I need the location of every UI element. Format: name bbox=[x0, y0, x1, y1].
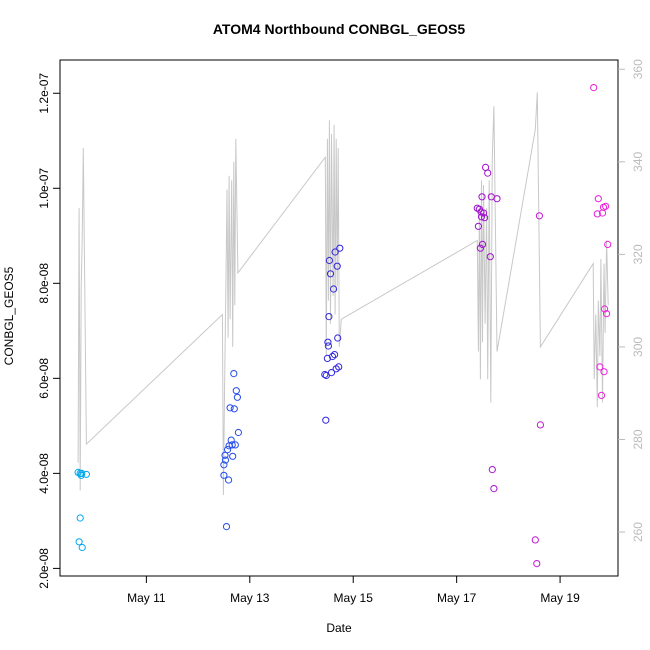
data-point bbox=[233, 393, 241, 401]
x-axis-title: Date bbox=[326, 621, 352, 635]
data-point bbox=[321, 370, 329, 379]
y-tick-label: 8.0e-08 bbox=[37, 263, 51, 304]
data-point bbox=[535, 212, 544, 220]
data-point bbox=[324, 342, 332, 350]
y-tick-label: 1.0e-07 bbox=[37, 168, 51, 209]
data-point bbox=[604, 240, 612, 248]
data-point bbox=[328, 352, 337, 361]
data-point bbox=[230, 405, 238, 413]
data-point bbox=[231, 441, 239, 449]
data-point bbox=[602, 202, 610, 210]
x-tick-label: May 17 bbox=[437, 591, 477, 605]
x-tick-label: May 15 bbox=[334, 591, 374, 605]
y2-tick-label: 320 bbox=[631, 244, 645, 264]
data-point bbox=[324, 338, 332, 346]
data-point bbox=[330, 285, 338, 293]
series-line bbox=[77, 92, 609, 496]
x-tick-label: May 11 bbox=[127, 591, 166, 605]
data-point bbox=[234, 428, 242, 437]
data-point bbox=[220, 461, 228, 469]
data-point bbox=[226, 404, 234, 412]
data-point bbox=[596, 363, 604, 371]
chart-title: ATOM4 Northbound CONBGL_GEOS5 bbox=[213, 21, 465, 37]
data-point bbox=[220, 471, 228, 479]
data-point bbox=[479, 209, 488, 217]
x-tick-label: May 19 bbox=[540, 591, 580, 605]
data-point bbox=[476, 244, 484, 252]
line-series-layer bbox=[77, 92, 609, 496]
data-point bbox=[221, 451, 229, 459]
data-point bbox=[593, 210, 601, 218]
y-tick-label: 1.2e-07 bbox=[37, 73, 51, 114]
y-axis-title: CONBGL_GEOS5 bbox=[2, 266, 16, 365]
data-point bbox=[486, 253, 494, 261]
data-point bbox=[82, 470, 91, 478]
data-point bbox=[334, 334, 342, 342]
y-tick-label: 2.0e-08 bbox=[37, 548, 51, 589]
data-point bbox=[78, 543, 86, 552]
data-point bbox=[488, 466, 496, 474]
data-point bbox=[601, 305, 609, 313]
data-point bbox=[590, 84, 598, 92]
data-point bbox=[477, 213, 486, 221]
y2-tick-label: 360 bbox=[631, 59, 645, 79]
y-axis-right: 260 280 300 320 340 360 bbox=[618, 59, 645, 542]
data-point bbox=[232, 387, 240, 395]
data-point bbox=[325, 256, 333, 265]
data-point bbox=[594, 195, 602, 203]
x-axis: May 11 May 13 May 15 May 17 May 19 bbox=[127, 576, 580, 605]
data-point bbox=[333, 262, 341, 270]
data-point bbox=[600, 368, 608, 376]
data-point bbox=[484, 169, 492, 177]
y2-tick-label: 260 bbox=[631, 522, 645, 542]
data-point bbox=[322, 416, 330, 424]
data-point bbox=[325, 313, 333, 321]
data-point bbox=[533, 560, 541, 568]
data-point bbox=[478, 193, 486, 201]
x-tick-label: May 13 bbox=[230, 591, 270, 605]
data-point bbox=[222, 523, 231, 531]
data-point bbox=[228, 441, 236, 449]
data-point bbox=[536, 421, 545, 429]
data-point bbox=[474, 222, 482, 230]
data-point bbox=[76, 514, 84, 522]
data-point bbox=[78, 469, 86, 477]
data-point bbox=[331, 351, 339, 359]
data-point bbox=[335, 363, 343, 371]
data-point bbox=[224, 446, 232, 454]
y2-tick-label: 340 bbox=[631, 151, 645, 171]
y-tick-label: 4.0e-08 bbox=[37, 453, 51, 494]
data-point bbox=[331, 248, 339, 256]
y2-tick-label: 280 bbox=[631, 429, 645, 449]
data-point bbox=[603, 310, 611, 318]
data-point bbox=[493, 195, 501, 203]
y2-tick-label: 300 bbox=[631, 337, 645, 357]
data-point bbox=[336, 244, 344, 252]
data-point bbox=[490, 485, 498, 493]
data-point bbox=[326, 270, 335, 278]
data-point bbox=[75, 538, 83, 546]
data-point bbox=[478, 240, 487, 248]
data-point bbox=[229, 452, 237, 460]
data-point bbox=[531, 536, 539, 544]
plot-frame bbox=[59, 59, 619, 577]
data-point bbox=[225, 476, 233, 484]
data-point bbox=[227, 436, 235, 444]
data-point bbox=[327, 369, 336, 377]
points-layer bbox=[74, 84, 612, 568]
data-point bbox=[481, 214, 489, 222]
y-tick-label: 6.0e-08 bbox=[37, 358, 51, 399]
data-point bbox=[597, 391, 606, 399]
y-axis-left: 2.0e-08 4.0e-08 6.0e-08 8.0e-08 1.0e-07 1.2e-… bbox=[37, 73, 60, 589]
data-point bbox=[221, 456, 230, 464]
data-point bbox=[230, 370, 238, 378]
